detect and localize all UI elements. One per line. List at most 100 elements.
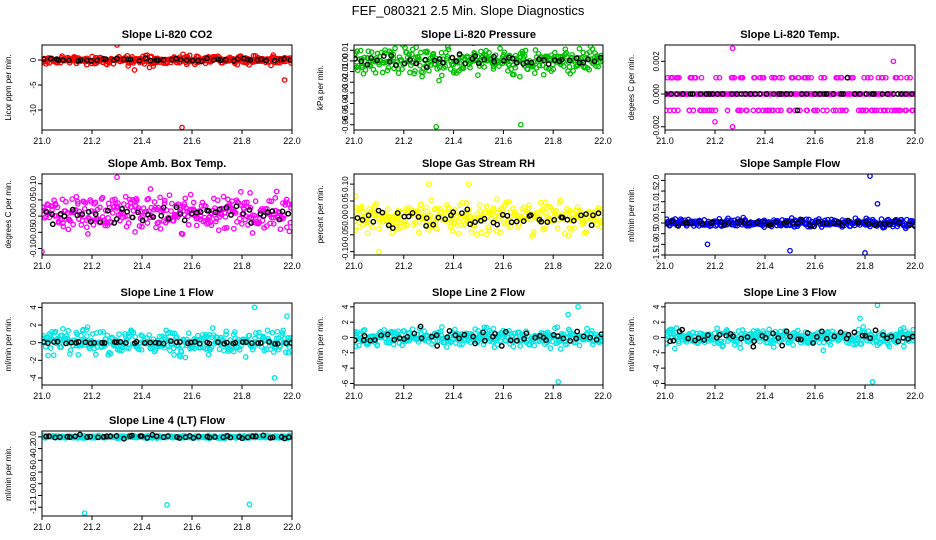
data-point-black <box>99 339 105 346</box>
data-point-black <box>57 434 63 440</box>
data-point <box>379 69 386 76</box>
data-point-black <box>770 330 776 337</box>
data-point <box>67 218 73 224</box>
data-point <box>445 46 452 53</box>
data-point <box>714 325 721 332</box>
y-tick-label: 0 <box>29 340 38 345</box>
data-point-black <box>573 335 580 342</box>
data-point-black <box>814 333 820 340</box>
data-point <box>168 200 175 207</box>
data-point-black <box>865 220 872 227</box>
data-point <box>54 204 61 211</box>
panel-title: Slope Li-820 Pressure <box>421 29 536 41</box>
data-point-black <box>85 208 92 215</box>
data-point <box>821 74 828 81</box>
panel-7: Slope Line 1 Flow 21.0 21.2 21.4 21.6 21.8 22.… <box>4 287 301 401</box>
data-point-black <box>670 337 677 344</box>
data-point <box>506 327 512 334</box>
data-point-black <box>409 210 416 216</box>
data-point <box>105 215 111 221</box>
data-point <box>107 350 114 357</box>
data-point-black <box>591 58 598 65</box>
data-point <box>565 232 572 239</box>
data-point-black <box>481 56 488 63</box>
panel-title: Slope Li-820 Temp. <box>740 29 839 41</box>
data-point-black <box>730 333 736 340</box>
data-point <box>412 68 418 74</box>
data-point <box>126 345 132 351</box>
data-point <box>60 326 66 332</box>
data-point <box>566 64 573 70</box>
data-point-black <box>502 328 509 335</box>
data-point-black <box>570 217 577 224</box>
data-point-black <box>167 338 174 344</box>
plot-box <box>353 44 604 131</box>
data-point-black <box>763 91 770 97</box>
data-point-black <box>258 56 265 63</box>
data-point-black <box>430 221 437 228</box>
data-point-black <box>590 212 596 219</box>
data-point-black <box>428 333 435 340</box>
data-point <box>45 352 51 359</box>
data-point <box>270 349 277 355</box>
data-point-black <box>559 214 566 221</box>
data-point-black <box>532 334 539 341</box>
y-tick-label: 0 <box>341 335 350 340</box>
x-tick-label: 21.2 <box>395 391 413 401</box>
data-point <box>135 346 142 353</box>
data-point <box>757 74 764 81</box>
data-point-black <box>797 336 804 343</box>
data-point-black <box>564 216 571 223</box>
data-point-black <box>896 219 903 226</box>
y-tick-label: -0.10 <box>29 239 38 258</box>
y-tick-label: 0.00 <box>341 210 350 226</box>
data-point-black <box>888 333 895 340</box>
data-point-black <box>538 218 545 225</box>
data-point-black <box>697 91 704 97</box>
data-point-black <box>394 210 401 216</box>
data-point <box>97 329 104 335</box>
x-tick-label: 22.0 <box>906 261 924 271</box>
data-point-black <box>431 57 438 64</box>
data-point-black <box>144 434 151 441</box>
data-point-black <box>481 337 488 344</box>
data-point-black <box>527 212 534 219</box>
data-point <box>452 326 458 333</box>
data-point <box>288 204 292 211</box>
data-point <box>84 324 91 331</box>
data-point <box>82 199 89 206</box>
y-tick-label: 0.05 <box>29 192 38 208</box>
data-point-black <box>388 52 395 59</box>
data-point <box>541 225 548 232</box>
data-point <box>92 199 99 206</box>
data-point-black <box>585 56 591 63</box>
data-point-black <box>113 433 120 439</box>
y-tick-label: -0.002 <box>652 115 661 138</box>
data-point <box>249 346 256 353</box>
data-point <box>287 219 292 226</box>
x-tick-label: 21.4 <box>133 522 151 532</box>
data-point <box>886 343 893 350</box>
data-point-outlier <box>114 174 120 181</box>
data-point-outlier <box>179 124 185 130</box>
data-point-black <box>754 219 761 226</box>
data-point-black <box>508 219 515 226</box>
data-point <box>234 61 241 68</box>
data-point <box>486 227 493 233</box>
data-point <box>584 325 590 332</box>
data-point-black <box>247 57 254 63</box>
data-point <box>267 220 274 227</box>
data-point-black <box>452 332 459 338</box>
data-point <box>557 197 564 204</box>
data-point <box>850 74 856 81</box>
data-point-black <box>456 335 462 342</box>
data-point-black <box>831 333 838 340</box>
data-point-black <box>354 337 358 344</box>
y-tick-label: 0.01 <box>341 42 350 58</box>
data-point <box>205 351 212 358</box>
data-point <box>588 328 595 334</box>
data-point-black <box>433 332 440 339</box>
data-point <box>364 230 371 237</box>
data-point <box>52 328 59 335</box>
